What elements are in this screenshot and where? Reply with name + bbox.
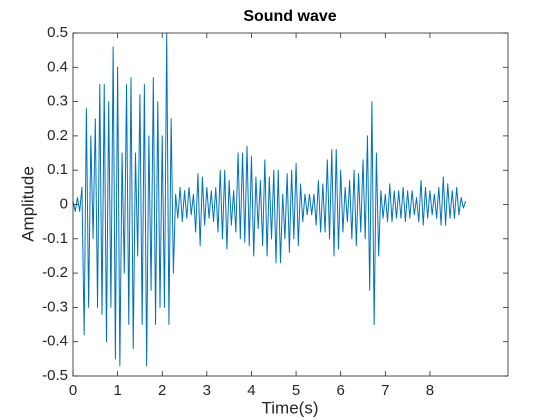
y-tick-label: -0.5 — [42, 367, 68, 384]
chart-title: Sound wave — [243, 8, 336, 25]
x-tick-label: 7 — [381, 382, 389, 399]
x-tick-label: 2 — [158, 382, 166, 399]
x-tick-label: 3 — [203, 382, 211, 399]
y-tick-label: 0.3 — [47, 93, 68, 110]
x-tick-label: 1 — [113, 382, 121, 399]
x-axis-label: Time(s) — [262, 398, 319, 417]
x-tick-label: 6 — [337, 382, 345, 399]
x-tick-label: 5 — [292, 382, 300, 399]
y-tick-label: -0.2 — [42, 264, 68, 281]
y-tick-label: -0.4 — [42, 333, 68, 350]
y-tick-label: 0 — [60, 195, 68, 212]
x-tick-label: 8 — [426, 382, 434, 399]
y-tick-label: -0.1 — [42, 230, 68, 247]
waveform — [72, 32, 467, 367]
y-tick-label: 0.5 — [47, 24, 68, 41]
x-tick-label: 0 — [69, 382, 77, 399]
y-tick-label: 0.1 — [47, 161, 68, 178]
y-tick-label: -0.3 — [42, 298, 68, 315]
x-tick-label: 4 — [247, 382, 255, 399]
y-axis-label: Amplitude — [18, 166, 37, 242]
y-tick-label: 0.2 — [47, 127, 68, 144]
y-tick-label: 0.4 — [47, 58, 68, 75]
